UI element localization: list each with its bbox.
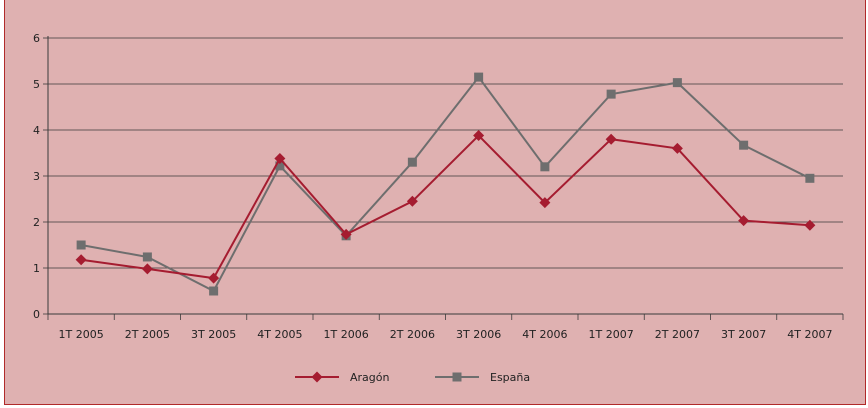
x-tick-label: 1T 2007 (589, 328, 634, 341)
legend: Aragón España (295, 371, 530, 384)
data-point (452, 372, 462, 382)
axes: 0 1 2 3 4 5 6 1T 2005 2T 2005 3T 2005 4T 2005 1T 20… (33, 32, 844, 341)
data-point (209, 286, 219, 296)
data-point (406, 195, 418, 207)
series-aragon (75, 130, 816, 284)
legend-item-espana: España (435, 371, 530, 384)
y-tick-label: 0 (33, 308, 40, 321)
data-point (142, 252, 152, 262)
data-point (605, 133, 617, 145)
x-tick-label: 3T 2005 (191, 328, 236, 341)
data-point (141, 263, 153, 275)
x-tick-label: 4T 2005 (257, 328, 302, 341)
data-point (473, 130, 485, 142)
x-tick-label: 4T 2007 (787, 328, 832, 341)
x-tick-label: 3T 2007 (721, 328, 766, 341)
data-point (311, 371, 323, 383)
y-tick-label: 1 (33, 262, 40, 275)
data-point (671, 142, 683, 154)
y-tick-label: 2 (33, 216, 40, 229)
data-point (540, 162, 550, 172)
data-point (738, 215, 750, 227)
chart-frame: 0 1 2 3 4 5 6 1T 2005 2T 2005 3T 2005 4T 2005 1T 20… (4, 0, 866, 405)
data-point (804, 219, 816, 231)
x-tick-label: 3T 2006 (456, 328, 501, 341)
data-point (75, 254, 87, 266)
y-tick-label: 5 (33, 78, 40, 91)
y-tick-label: 4 (33, 124, 40, 137)
data-point (274, 153, 286, 165)
grid-lines (48, 37, 843, 269)
series-line (80, 134, 810, 280)
line-chart: 0 1 2 3 4 5 6 1T 2005 2T 2005 3T 2005 4T 2005 1T 20… (33, 32, 844, 384)
data-point (606, 89, 616, 99)
x-tick-label: 4T 2006 (522, 328, 567, 341)
series (75, 72, 816, 296)
legend-item-aragon: Aragón (295, 371, 390, 384)
x-tick-label: 2T 2007 (655, 328, 700, 341)
data-point (539, 197, 551, 209)
series-line (80, 75, 811, 293)
x-tick-label: 2T 2005 (125, 328, 170, 341)
data-point (739, 140, 749, 150)
legend-label: España (490, 371, 530, 384)
series-espana (76, 72, 815, 296)
data-point (340, 228, 352, 240)
x-tick-label: 1T 2005 (59, 328, 104, 341)
x-tick-label: 1T 2006 (324, 328, 369, 341)
y-tick-label: 6 (33, 32, 40, 45)
data-point (672, 78, 682, 88)
legend-label: Aragón (350, 371, 390, 384)
y-tick-label: 3 (33, 170, 40, 183)
data-point (474, 72, 484, 82)
data-point (208, 272, 220, 284)
data-point (76, 240, 86, 250)
data-point (805, 173, 815, 183)
data-point (275, 161, 285, 171)
x-tick-label: 2T 2006 (390, 328, 435, 341)
data-point (407, 157, 417, 167)
